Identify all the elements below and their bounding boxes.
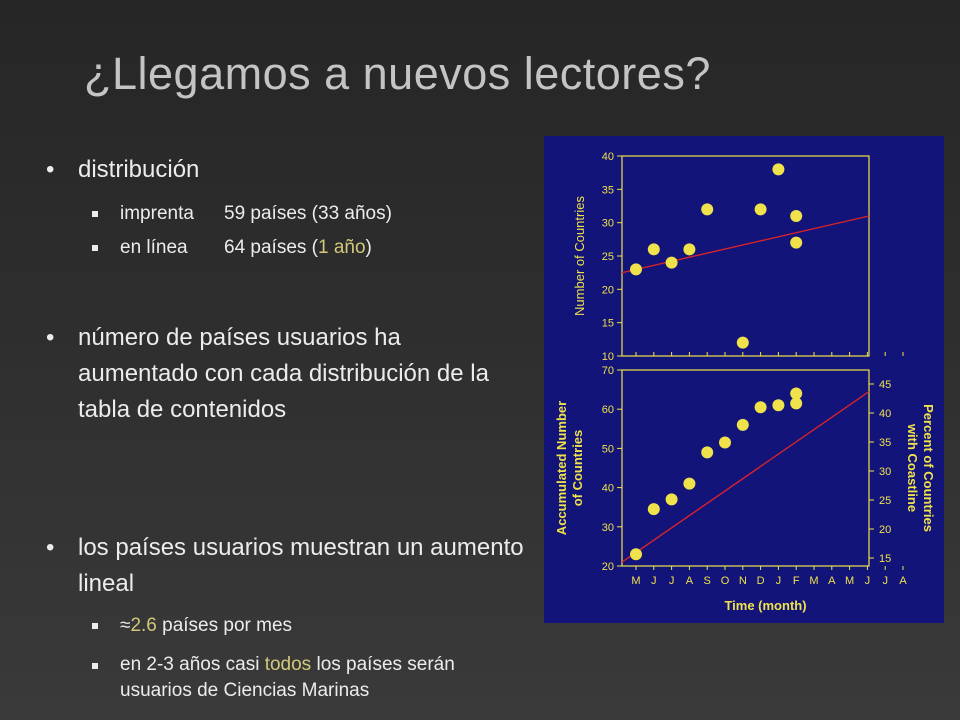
data-point (683, 243, 696, 256)
y-tick-label: 30 (602, 522, 614, 534)
y2-tick-label: 15 (879, 553, 891, 565)
x-tick-label: J (651, 575, 657, 587)
scatter-chart-panel: 10 15 20 25 30 35 40 Number of Countries 20 30 40… (544, 136, 944, 623)
value-text: países por mes (156, 615, 293, 636)
x-axis-title: Time (month) (724, 598, 806, 613)
data-point (683, 477, 696, 490)
bullet-text: distribución (78, 156, 200, 183)
data-point (772, 399, 785, 412)
y-tick-label: 20 (602, 284, 614, 296)
square-bullet-icon (92, 245, 98, 251)
y-axis-title: Number of Countries (572, 196, 587, 316)
y-tick-label: 15 (602, 318, 614, 330)
x-tick-label: M (809, 575, 818, 587)
bullet-text: los países usuarios muestran un aumento … (78, 534, 524, 597)
y-tick-label: 60 (602, 404, 614, 416)
y-tick-label: 30 (602, 218, 614, 230)
sub-bullet-text: ≈2.6 países por mes (120, 612, 292, 640)
square-bullet-icon (92, 211, 98, 217)
data-point (790, 236, 803, 249)
slide-title: ¿Llegamos a nuevos lectores? (84, 48, 711, 99)
bullet-dot: • (46, 324, 55, 351)
sub-bullet-label: imprenta (120, 203, 194, 224)
y2-tick-label: 25 (879, 495, 891, 507)
sub-bullet-value: 59 países (33 años) (224, 203, 392, 224)
value-post: los países serán usuarios de Ciencias Ma… (120, 654, 455, 701)
value-highlight: todos (264, 654, 312, 675)
x-tick-label: F (793, 575, 800, 587)
approx-icon: ≈ (120, 615, 131, 636)
y-tick-label: 20 (602, 561, 614, 573)
data-point (736, 418, 749, 431)
y2-tick-label: 20 (879, 524, 891, 536)
plot-frame (621, 369, 870, 567)
data-point (701, 203, 714, 216)
x-tick-label: M (845, 575, 854, 587)
y2-tick-label: 45 (879, 379, 891, 391)
data-point (647, 503, 660, 516)
y-tick-label: 40 (602, 483, 614, 495)
data-point (790, 397, 803, 410)
chart-svg: 10 15 20 25 30 35 40 Number of Countries 20 30 40… (544, 136, 944, 623)
value-highlight: 1 año (318, 237, 366, 258)
x-tick-label: S (704, 575, 711, 587)
value-pre: en 2-3 años casi (120, 654, 265, 675)
bullet-text: número de países usuarios ha aumentado c… (78, 324, 489, 423)
square-bullet-icon (92, 663, 98, 669)
x-tick-label: M (631, 575, 640, 587)
data-point (772, 163, 785, 176)
value-post: ) (365, 237, 372, 258)
y-tick-label: 40 (602, 151, 614, 163)
top-scatter-chart: 10 15 20 25 30 35 40 Number of Countries (572, 151, 904, 363)
x-tick-label: J (669, 575, 675, 587)
x-tick-label: A (686, 575, 694, 587)
y2-tick-label: 35 (879, 437, 891, 449)
x-tick-label: O (721, 575, 730, 587)
x-tick-label: D (757, 575, 765, 587)
x-tick-label: N (739, 575, 747, 587)
sub-bullet-text: en 2-3 años casi todos los países serán … (120, 652, 520, 704)
bullet-dot: • (46, 156, 55, 183)
y-tick-label: 25 (602, 251, 614, 263)
bullet-dot: • (46, 534, 55, 561)
data-point (736, 336, 749, 349)
square-bullet-icon (92, 623, 98, 629)
data-point (630, 548, 642, 561)
data-point (665, 493, 678, 506)
data-point (754, 203, 767, 216)
x-tick-label: J (776, 575, 782, 587)
x-tick-label: A (828, 575, 836, 587)
y2-axis-title-line1: Percent of Countries (921, 404, 936, 532)
data-point (754, 401, 767, 414)
data-point (647, 243, 660, 256)
y2-axis-title-line2: with Coastline (905, 423, 920, 512)
y-tick-label: 10 (602, 351, 614, 363)
y-axis-title-line2: of Countries (570, 430, 585, 507)
y-axis-title-line1: Accumulated Number (554, 401, 569, 535)
data-point (701, 446, 714, 459)
data-point (790, 210, 803, 222)
value-highlight: 2.6 (130, 615, 157, 636)
trend-line (621, 215, 870, 274)
data-point (790, 387, 803, 400)
y2-tick-label: 30 (879, 466, 891, 478)
x-tick-label: A (899, 575, 907, 587)
x-tick-label: J (882, 575, 888, 587)
y2-tick-label: 40 (879, 408, 891, 420)
y-tick-label: 50 (602, 443, 614, 455)
sub-bullet-value: 64 países (1 año) (224, 234, 372, 262)
data-point (719, 436, 731, 449)
data-point (665, 256, 678, 269)
sub-bullet-label: en línea (120, 237, 188, 258)
x-tick-label: J (865, 575, 871, 587)
value-pre: 64 países ( (224, 237, 318, 258)
y-tick-label: 70 (602, 365, 614, 377)
chart-background (544, 136, 944, 623)
y-tick-label: 35 (602, 184, 614, 196)
data-point (630, 263, 642, 276)
trend-line (621, 390, 870, 563)
